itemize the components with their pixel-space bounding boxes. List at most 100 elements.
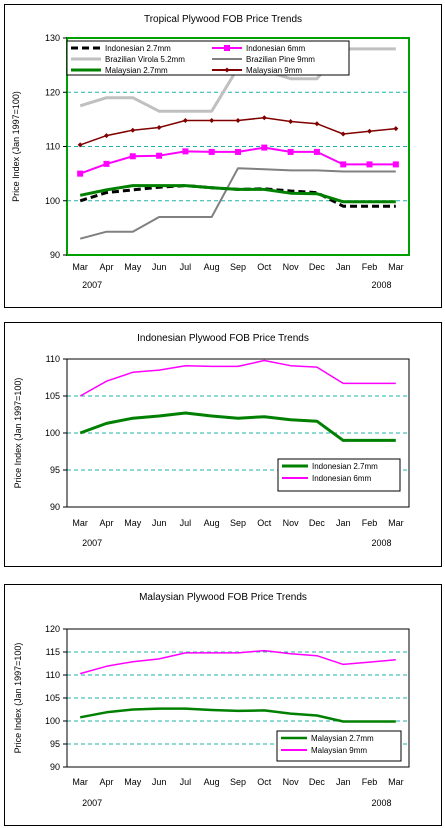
chart-panel-malaysian: Malaysian Plywood FOB Price Trends 90 95 10… [4,584,442,826]
data-point [209,117,215,123]
y-tick-label: 90 [50,250,60,260]
legend-label: Indonesian 6mm [312,474,371,483]
x-tick-label: Jul [180,518,192,528]
data-point [182,148,189,155]
x-tick-label: Sep [230,777,246,787]
data-point [235,117,241,123]
data-point [287,148,294,155]
x-tick-label: Mar [72,518,88,528]
data-point [261,144,268,151]
x-tick-label: Mar [72,262,88,272]
x-tick-label: May [124,777,142,787]
data-point [288,119,294,125]
y-tick-label: 115 [46,647,60,657]
x-tick-label: Aug [204,777,220,787]
series-line-malaysian-2-7mm [79,184,396,204]
year-label: 2007 [82,280,102,290]
y-tick-label: 95 [50,465,60,475]
x-tick-label: Jan [336,777,351,787]
y-tick-label: 90 [50,502,60,512]
chart-panel-tropical: Tropical Plywood FOB Price Trends 90 100 11… [4,4,442,308]
x-tick-label: Mar [388,777,404,787]
y-axis-label: Price Index (Jan 1997=100) [13,643,23,754]
x-tick-label: Nov [283,777,300,787]
legend-label: Malaysian 2.7mm [105,66,168,75]
data-point [392,161,399,168]
data-point [156,152,163,159]
series-line-malaysian-2-7mm [79,707,396,723]
legend-box [277,458,401,492]
series-line-brazilian-pine-9mm [79,167,396,240]
y-tick-label: 110 [46,670,60,680]
series-line-indonesian-6mm [79,359,396,397]
x-tick-label: Sep [230,518,246,528]
x-tick-label: Mar [388,262,404,272]
y-tick-label: 120 [45,87,60,97]
x-tick-label: Nov [283,518,300,528]
data-point [393,126,399,132]
year-label: 2008 [372,798,392,808]
data-point [129,153,136,160]
data-point [208,148,215,155]
x-tick-label: Sep [230,262,246,272]
x-tick-label: Jul [180,262,192,272]
x-tick-label: Oct [257,777,272,787]
series-line-malaysian-9mm [79,649,396,675]
data-point [235,148,241,155]
data-point [367,128,373,134]
x-tick-label: Apr [99,518,113,528]
y-tick-label: 110 [46,142,60,152]
x-tick-label: Apr [99,262,113,272]
x-tick-label: May [124,518,142,528]
x-tick-label: Jun [152,262,167,272]
data-point [103,133,109,139]
y-tick-label: 120 [45,624,60,634]
legend-label: Indonesian 2.7mm [312,462,378,471]
malaysian-plywood-chart: Malaysian Plywood FOB Price Trends 90 95 10… [13,592,410,808]
x-tick-label: Feb [362,518,378,528]
y-tick-label: 95 [50,739,60,749]
legend-marker [224,67,230,73]
x-tick-label: Aug [204,262,220,272]
chart-title: Tropical Plywood FOB Price Trends [144,14,302,25]
data-point [77,142,83,148]
data-point [314,121,320,127]
x-tick-label: Jan [336,262,351,272]
legend-box [276,730,402,762]
y-tick-label: 90 [50,762,60,772]
x-tick-label: Feb [362,777,378,787]
legend-label: Indonesian 6mm [246,44,305,53]
data-point [340,131,346,137]
legend-label: Brazilian Virola 5.2mm [105,55,185,64]
legend-label: Malaysian 2.7mm [311,734,374,743]
y-tick-label: 100 [45,428,60,438]
x-tick-label: Apr [99,777,113,787]
x-tick-label: Dec [309,777,326,787]
x-tick-label: Aug [204,518,220,528]
year-label: 2007 [82,798,102,808]
x-tick-label: Jul [180,777,192,787]
legend-label: Malaysian 9mm [311,746,367,755]
data-point [261,115,267,121]
year-label: 2008 [372,280,392,290]
data-point [366,161,373,168]
y-tick-label: 130 [45,33,60,43]
series-line-indonesian-2-7mm [79,411,396,442]
data-point [156,125,162,131]
legend-label: Malaysian 9mm [246,66,302,75]
data-point [340,161,347,168]
year-label: 2007 [82,538,102,548]
legend-label: Indonesian 2.7mm [105,44,171,53]
x-tick-label: Jan [336,518,351,528]
x-tick-label: Dec [309,518,326,528]
x-tick-label: Nov [283,262,300,272]
year-label: 2008 [372,538,392,548]
y-tick-label: 100 [45,716,60,726]
y-tick-label: 100 [45,196,60,206]
indonesian-plywood-chart: Indonesian Plywood FOB Price Trends 90 95 1… [13,333,410,548]
x-tick-label: May [124,262,142,272]
tropical-plywood-chart: Tropical Plywood FOB Price Trends 90 100 11… [11,14,410,290]
chart-title: Indonesian Plywood FOB Price Trends [137,333,309,344]
chart-title: Malaysian Plywood FOB Price Trends [139,592,307,603]
x-tick-label: Jun [152,518,167,528]
